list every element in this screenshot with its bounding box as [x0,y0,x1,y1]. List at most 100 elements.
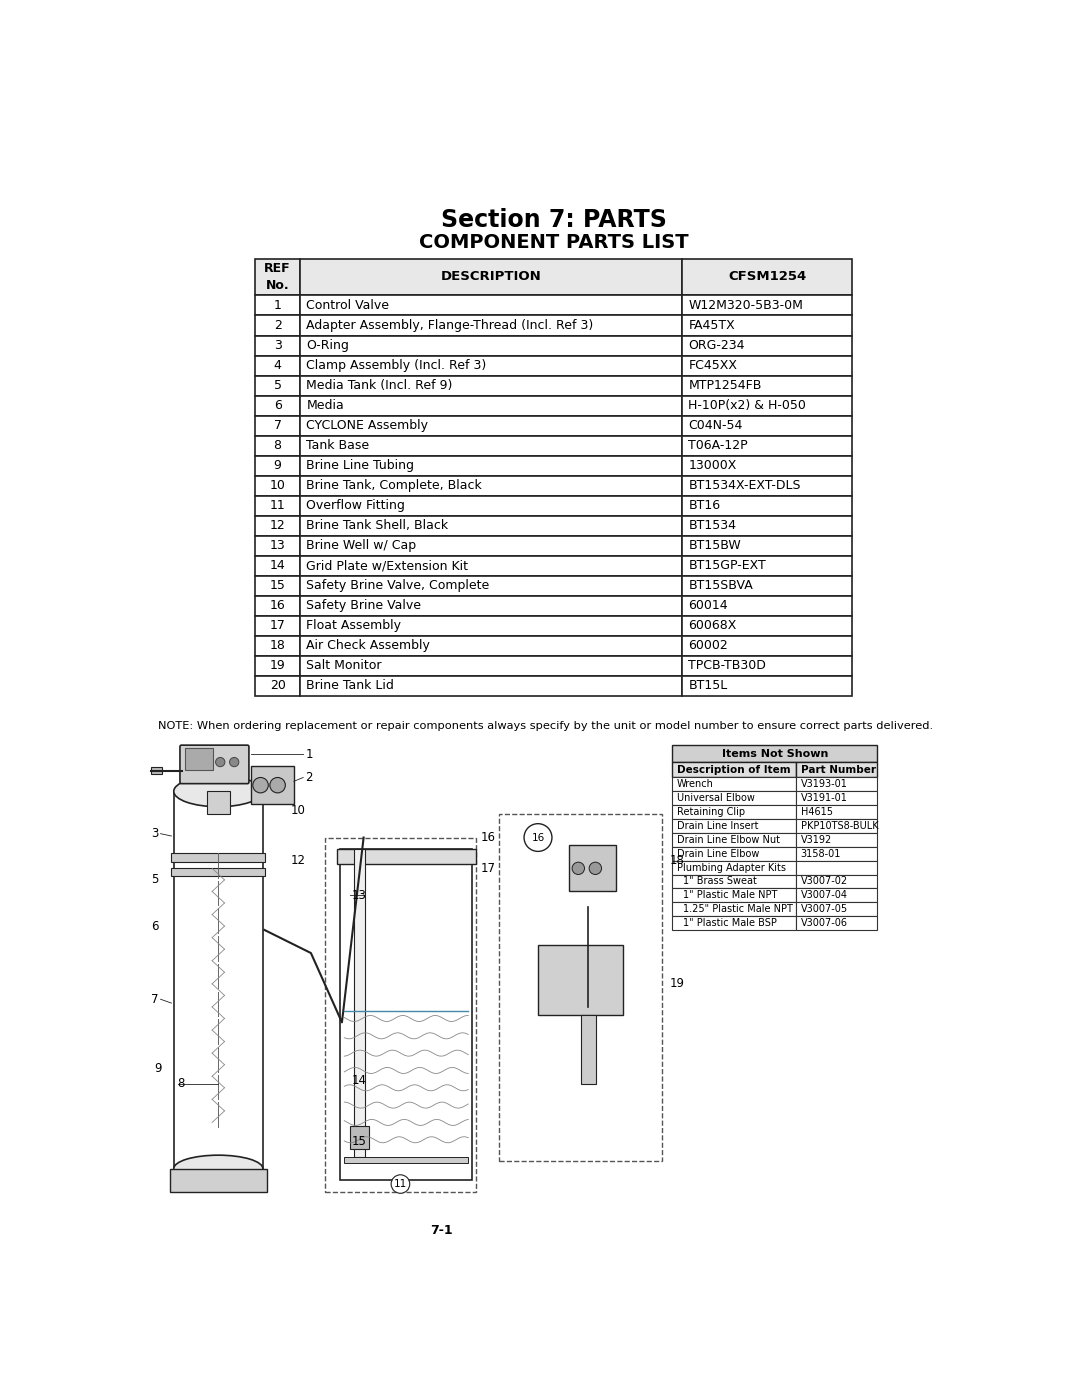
Text: CYCLONE Assembly: CYCLONE Assembly [307,419,429,432]
Bar [672,902,796,916]
Circle shape [391,1175,409,1193]
Bar [672,791,796,805]
Text: 19: 19 [670,978,685,990]
Text: 16: 16 [531,833,544,842]
Bar [300,535,683,556]
Text: BT15SBVA: BT15SBVA [688,580,753,592]
Text: 4: 4 [273,359,282,372]
Text: ORG-234: ORG-234 [688,339,745,352]
Text: Media Tank (Incl. Ref 9): Media Tank (Incl. Ref 9) [307,379,453,393]
Bar [300,515,683,535]
Bar [672,888,796,902]
Text: Wrench: Wrench [677,780,714,789]
Text: FA45TX: FA45TX [688,319,735,332]
FancyBboxPatch shape [350,1126,369,1150]
Text: BT1534: BT1534 [688,520,737,532]
Bar [174,791,262,1169]
Text: 1" Plastic Male BSP: 1" Plastic Male BSP [683,918,777,928]
Bar [683,316,852,335]
Bar [796,791,877,805]
Bar [499,814,662,1161]
Bar [300,415,683,436]
Bar [683,515,852,535]
Text: 8: 8 [177,1077,185,1091]
Text: 6: 6 [151,919,159,933]
Bar [300,455,683,475]
Bar [150,767,162,774]
Bar [796,763,877,778]
Text: Tank Base: Tank Base [307,439,369,453]
Bar [300,496,683,515]
Text: 7: 7 [151,993,159,1006]
Text: Control Valve: Control Valve [307,299,389,312]
Bar [300,576,683,595]
Bar [172,854,266,862]
Bar [683,395,852,415]
Bar [672,861,796,875]
Text: V3007-05: V3007-05 [800,904,848,914]
Bar [255,415,300,436]
Circle shape [572,862,584,875]
Bar [683,576,852,595]
Bar [255,395,300,415]
Bar [683,535,852,556]
Text: 13: 13 [270,539,285,552]
FancyBboxPatch shape [252,766,294,805]
Bar [683,496,852,515]
Bar [255,556,300,576]
Text: BT1534X-EXT-DLS: BT1534X-EXT-DLS [688,479,801,492]
Text: Retaining Clip: Retaining Clip [677,807,745,817]
Text: V3007-02: V3007-02 [800,876,848,887]
Text: 5: 5 [273,379,282,393]
Bar [300,258,683,295]
Text: 2: 2 [273,319,282,332]
Text: 1" Plastic Male NPT: 1" Plastic Male NPT [683,890,778,900]
Bar [683,415,852,436]
Bar [300,355,683,376]
Bar [300,475,683,496]
Text: 60068X: 60068X [688,619,737,633]
Bar [255,355,300,376]
Text: 13000X: 13000X [688,460,737,472]
Text: V3007-04: V3007-04 [800,890,848,900]
Bar [796,916,877,930]
Circle shape [590,862,602,875]
Text: Brine Tank Lid: Brine Tank Lid [307,679,394,693]
Bar [796,888,877,902]
Bar [255,496,300,515]
Text: 3: 3 [151,827,159,840]
Circle shape [253,778,268,793]
Bar [255,676,300,696]
Text: CFSM1254: CFSM1254 [728,271,806,284]
Bar [354,849,365,1157]
Text: 60014: 60014 [688,599,728,612]
Bar [672,916,796,930]
Bar [683,655,852,676]
Text: 12: 12 [291,854,306,868]
Text: Salt Monitor: Salt Monitor [307,659,381,672]
Bar [172,869,266,876]
Text: Media: Media [307,400,345,412]
Bar [300,616,683,636]
Bar [340,849,472,1180]
Circle shape [230,757,239,767]
Text: BT16: BT16 [688,499,720,513]
Bar [683,676,852,696]
Bar [255,475,300,496]
Bar [300,436,683,455]
Text: 18: 18 [670,854,685,868]
Text: 1: 1 [306,747,313,761]
Text: H4615: H4615 [800,807,833,817]
Bar [683,636,852,655]
Bar [255,258,300,295]
Bar [300,335,683,355]
Bar [796,819,877,833]
Bar [796,902,877,916]
Text: FC45XX: FC45XX [688,359,738,372]
Bar [255,335,300,355]
Text: 15: 15 [270,580,285,592]
Text: Drain Line Elbow Nut: Drain Line Elbow Nut [677,835,780,845]
Text: 6: 6 [273,400,282,412]
Text: Description of Item: Description of Item [677,764,791,775]
Bar [255,455,300,475]
